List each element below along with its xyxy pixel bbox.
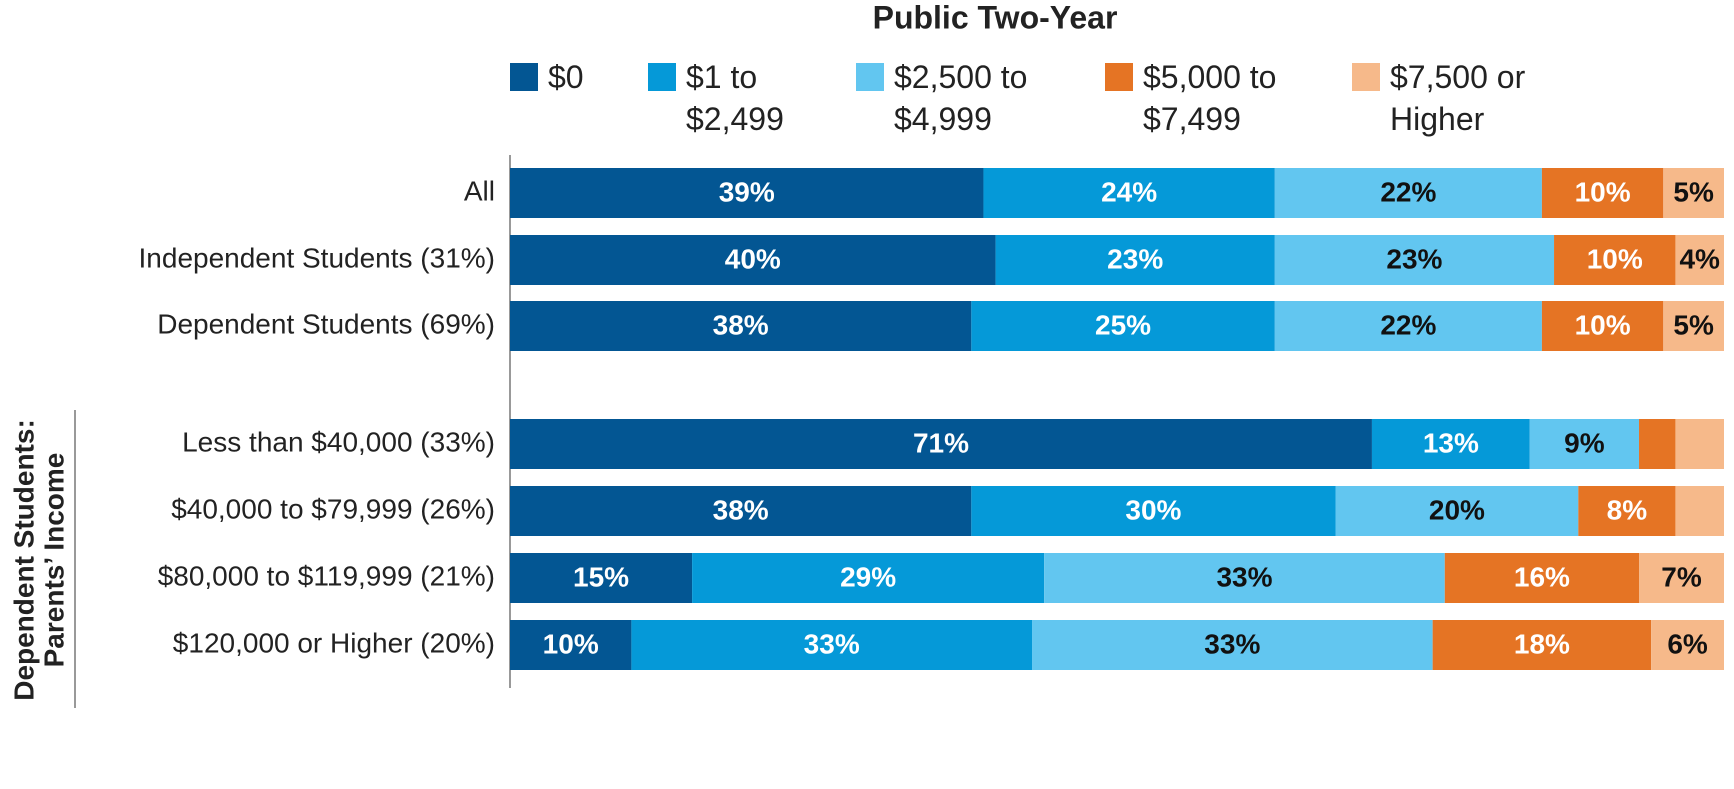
category-label: All [464, 175, 495, 206]
data-label: 9% [1564, 427, 1605, 458]
bar-segment [1032, 620, 1433, 670]
bar-segment [510, 301, 972, 351]
chart-title: Public Two-Year [873, 0, 1118, 35]
data-label: 8% [1607, 494, 1648, 525]
data-label: 24% [1101, 176, 1157, 207]
bar-segment [1663, 168, 1724, 218]
data-label: 38% [713, 309, 769, 340]
legend-item: $2,500 to $4,999 [856, 56, 1064, 140]
bar-segment [1274, 235, 1555, 285]
data-label: 40% [725, 243, 781, 274]
data-label: 33% [804, 628, 860, 659]
bar-segment [510, 419, 1372, 469]
data-label: 10% [1575, 176, 1631, 207]
data-label: 33% [1216, 561, 1272, 592]
data-label: 25% [1095, 309, 1151, 340]
data-label: 22% [1380, 176, 1436, 207]
bar-segment [1371, 419, 1530, 469]
data-label: 6% [1667, 628, 1708, 659]
legend-swatch [1352, 63, 1380, 91]
bar-segment [1651, 620, 1724, 670]
data-label: 5% [1673, 176, 1714, 207]
bar-segment [1529, 419, 1640, 469]
bar-segment [1444, 553, 1640, 603]
bar-segment [1541, 301, 1664, 351]
bar-segment [1578, 486, 1676, 536]
data-label: 30% [1125, 494, 1181, 525]
legend-label: $7,500 or Higher [1390, 59, 1526, 137]
legend-label: $5,000 to $7,499 [1143, 59, 1277, 137]
bar-segment [995, 235, 1275, 285]
category-label: Independent Students (31%) [139, 242, 495, 273]
data-label: 10% [543, 628, 599, 659]
legend-swatch [510, 63, 538, 91]
category-label: Dependent Students (69%) [157, 308, 495, 339]
legend-swatch [856, 63, 884, 91]
data-label: 10% [1587, 243, 1643, 274]
group-label: Dependent Students: [8, 419, 39, 701]
data-label: 29% [840, 561, 896, 592]
data-label: 39% [719, 176, 775, 207]
data-label: 7% [1661, 561, 1702, 592]
bar-segment [1675, 419, 1724, 469]
data-label: 22% [1380, 309, 1436, 340]
legend-label: $0 [548, 59, 584, 95]
data-label: 13% [1423, 427, 1479, 458]
legend-item: $1 to $2,499 [648, 56, 856, 140]
legend-swatch [648, 63, 676, 91]
data-label: 10% [1575, 309, 1631, 340]
legend-item: $0 [510, 56, 718, 98]
bar-segment [1675, 235, 1724, 285]
bar-segment [1044, 553, 1445, 603]
bar-segment [510, 235, 996, 285]
bar-segment [510, 553, 693, 603]
bar-segment [510, 620, 632, 670]
category-label: $80,000 to $119,999 (21%) [158, 560, 495, 591]
data-label: 71% [913, 427, 969, 458]
bar-segment [510, 486, 972, 536]
legend-item: $5,000 to $7,499 [1105, 56, 1313, 140]
data-label: 15% [573, 561, 629, 592]
bar-segment [631, 620, 1033, 670]
legend-swatch [1105, 63, 1133, 91]
data-label: 23% [1107, 243, 1163, 274]
bar-segment [983, 168, 1275, 218]
data-label: 4% [1679, 243, 1720, 274]
bar-segment [692, 553, 1045, 603]
bar-segment [1432, 620, 1652, 670]
category-label: $40,000 to $79,999 (26%) [171, 493, 495, 524]
data-label: 16% [1514, 561, 1570, 592]
bar-segment [1274, 168, 1542, 218]
legend-item: $7,500 or Higher [1352, 56, 1560, 140]
category-label: $120,000 or Higher (20%) [173, 627, 495, 658]
bar-segment [1541, 168, 1664, 218]
group-label: Parents’ Income [38, 453, 69, 668]
bar-segment [1274, 301, 1542, 351]
bar-segment [1335, 486, 1579, 536]
legend-label: $1 to $2,499 [686, 59, 784, 137]
legend-label: $2,500 to $4,999 [894, 59, 1028, 137]
category-label: Less than $40,000 (33%) [182, 426, 495, 457]
bar-segment [1675, 486, 1724, 536]
bar-segment [1639, 553, 1724, 603]
data-label: 20% [1429, 494, 1485, 525]
data-label: 38% [713, 494, 769, 525]
bar-segment [1639, 419, 1676, 469]
data-label: 5% [1673, 309, 1714, 340]
data-label: 33% [1204, 628, 1260, 659]
bar-segment [1663, 301, 1724, 351]
bar-segment [971, 486, 1336, 536]
bar-segment [971, 301, 1275, 351]
bar-segment [1554, 235, 1676, 285]
data-label: 18% [1514, 628, 1570, 659]
data-label: 23% [1386, 243, 1442, 274]
bar-segment [510, 168, 984, 218]
